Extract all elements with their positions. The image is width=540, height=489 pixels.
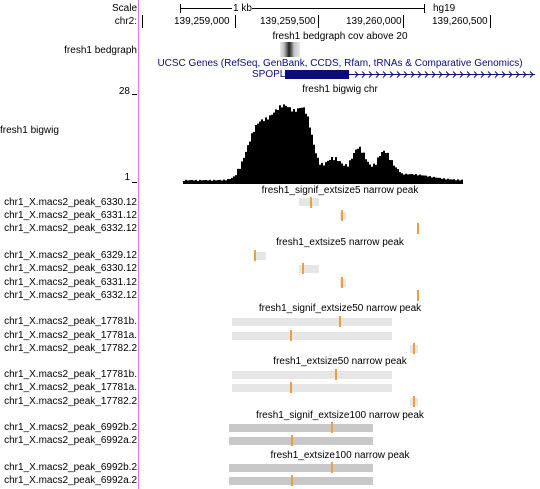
peak-summit[interactable] [310, 197, 312, 208]
bigwig-min-label: 1 [124, 172, 130, 183]
peak-row-label: 2.chr1_X.macs2_peak_6992b [4, 462, 137, 473]
scale-label: Scale [111, 3, 137, 14]
peak-summit[interactable] [331, 462, 333, 473]
peak-summit[interactable] [254, 250, 256, 261]
label-divider [138, 0, 139, 489]
peak-region[interactable] [299, 265, 319, 273]
axis-tick [132, 182, 137, 183]
gene-label[interactable]: SPOPL [252, 69, 286, 80]
peak-row-label: 2.chr1_X.macs2_peak_6992b [4, 422, 137, 433]
peak-row-label: 12.chr1_X.macs2_peak_6330 [4, 263, 137, 274]
scale-bar-line-left [180, 8, 232, 9]
peak-region[interactable] [340, 279, 346, 287]
ruler-tick [142, 15, 143, 28]
peak-summit[interactable] [417, 290, 419, 301]
peak-row-label: 2.chr1_X.macs2_peak_6992a [4, 435, 137, 446]
peak-summit[interactable] [290, 382, 292, 393]
chrom-label: chr2: [114, 16, 137, 27]
peak-row-label: 12.chr1_X.macs2_peak_6332 [4, 290, 137, 301]
ruler-position: 139,259,500 [260, 16, 316, 27]
ruler-position: 139,260,500 [432, 16, 488, 27]
peak-region[interactable] [229, 424, 373, 432]
peak-region[interactable] [229, 437, 373, 445]
peak-summit[interactable] [413, 396, 415, 407]
peak-summit[interactable] [341, 210, 343, 221]
axis-tick [132, 94, 137, 95]
scale-bar-right-tick [424, 4, 425, 13]
peak-region[interactable] [232, 384, 392, 392]
peak-row-label: 2.chr1_X.macs2_peak_17782 [4, 396, 137, 407]
peak-row-label: 2.chr1_X.macs2_peak_6992a [4, 475, 137, 486]
bigwig-max-label: 28 [118, 86, 130, 97]
peak-summit[interactable] [291, 435, 293, 446]
peak-row-label: 12.chr1_X.macs2_peak_6332 [4, 223, 137, 234]
peak-summit[interactable] [291, 475, 293, 486]
peak-group-title: fresh1_signif_extsize100 narrow peak [256, 410, 424, 421]
gene-model[interactable] [285, 70, 535, 80]
peak-group-title: fresh1_extsize50 narrow peak [273, 356, 407, 367]
peak-summit[interactable] [290, 330, 292, 341]
ruler-tick [490, 15, 491, 28]
assembly-label: hg19 [433, 3, 456, 14]
ruler-tick [318, 15, 319, 28]
peak-group-title: fresh1_signif_extsize5 narrow peak [261, 185, 419, 196]
peak-region[interactable] [254, 252, 266, 260]
ruler-position: 139,260,000 [346, 16, 402, 27]
ruler-tick [235, 15, 236, 28]
peak-region[interactable] [299, 198, 319, 206]
peak-summit[interactable] [302, 263, 304, 274]
peak-row-label: .chr1_X.macs2_peak_17781a [4, 330, 137, 341]
peak-group-title: fresh1_extsize100 narrow peak [270, 450, 410, 461]
peak-summit[interactable] [339, 316, 341, 327]
peak-row-label: 12.chr1_X.macs2_peak_6330 [4, 197, 137, 208]
peak-summit[interactable] [417, 223, 419, 234]
peak-group-title: fresh1_signif_extsize50 narrow peak [258, 303, 422, 314]
peak-region[interactable] [232, 332, 392, 340]
peak-row-label: 12.chr1_X.macs2_peak_6331 [4, 277, 137, 288]
peak-row-label: .chr1_X.macs2_peak_17781b [4, 316, 137, 327]
track-title: UCSC Genes (RefSeq, GenBank, CCDS, Rfam,… [157, 58, 523, 69]
peak-summit[interactable] [335, 369, 337, 380]
peak-region[interactable] [229, 477, 373, 485]
track-title: fresh1 bedgraph cov above 20 [272, 31, 408, 42]
bedgraph-coverage [280, 42, 300, 57]
scale-bar-label: 1 kb [233, 3, 252, 14]
peak-group-title: fresh1_extsize5 narrow peak [276, 237, 404, 248]
peak-summit[interactable] [413, 343, 415, 354]
peak-row-label: 12.chr1_X.macs2_peak_6331 [4, 210, 137, 221]
peak-row-label: .chr1_X.macs2_peak_17781a [4, 382, 137, 393]
peak-region[interactable] [232, 318, 392, 326]
bigwig-signal [183, 104, 463, 184]
scale-bar-line-right [252, 8, 424, 9]
peak-row-label: 12.chr1_X.macs2_peak_6329 [4, 250, 137, 261]
peak-summit[interactable] [341, 277, 343, 288]
ruler-position: 139,259,000 [174, 16, 230, 27]
track-title: fresh1 bigwig chr [302, 84, 378, 95]
ruler-tick [403, 15, 404, 28]
track-label: fresh1 bedgraph [64, 45, 137, 56]
peak-row-label: .chr1_X.macs2_peak_17781b [4, 369, 137, 380]
peak-region[interactable] [229, 464, 373, 472]
peak-row-label: 2.chr1_X.macs2_peak_17782 [4, 343, 137, 354]
track-label: fresh1 bigwig [0, 125, 59, 136]
peak-region[interactable] [232, 371, 392, 379]
peak-summit[interactable] [331, 422, 333, 433]
peak-region[interactable] [340, 212, 346, 220]
